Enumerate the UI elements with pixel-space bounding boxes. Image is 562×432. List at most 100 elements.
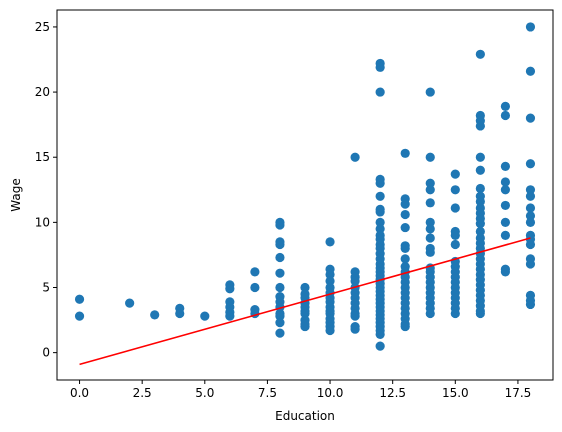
scatter-point xyxy=(275,220,285,230)
scatter-point xyxy=(175,308,185,319)
scatter-point xyxy=(300,321,310,332)
scatter-point xyxy=(300,308,310,319)
scatter-point xyxy=(275,252,285,263)
scatter-point xyxy=(475,308,485,319)
scatter-point xyxy=(400,243,410,254)
scatter-point xyxy=(225,284,235,294)
scatter-point xyxy=(275,268,285,278)
x-tick-label: 5.0 xyxy=(195,386,214,400)
scatter-point xyxy=(150,310,160,320)
y-tick-label: 15 xyxy=(35,150,50,164)
scatter-point xyxy=(375,224,385,234)
scatter-point xyxy=(375,62,385,72)
scatter-point xyxy=(500,161,511,171)
scatter-point xyxy=(250,267,260,277)
y-tick-label: 5 xyxy=(42,281,50,295)
scatter-point xyxy=(250,282,260,293)
scatter-point xyxy=(450,169,460,179)
scatter-point xyxy=(125,298,135,308)
scatter-point xyxy=(525,211,536,221)
x-tick-label: 2.5 xyxy=(133,386,152,400)
scatter-point xyxy=(350,311,360,321)
scatter-point xyxy=(525,259,536,269)
x-axis: 0.0 2.5 5.0 7.5 10.0 12.5 15.0 17.5 xyxy=(70,380,531,400)
scatter-point xyxy=(325,237,335,247)
scatter-point xyxy=(525,217,536,227)
scatter-point xyxy=(325,269,335,280)
y-tick-label: 25 xyxy=(35,20,50,34)
scatter-point xyxy=(475,152,485,162)
scatter-point xyxy=(425,178,435,188)
scatter-point xyxy=(375,191,385,201)
x-tick-label: 17.5 xyxy=(505,386,532,400)
x-tick-label: 0.0 xyxy=(70,386,89,400)
scatter-point xyxy=(450,230,460,240)
scatter-point xyxy=(425,217,435,227)
scatter-point xyxy=(375,329,385,340)
scatter-point xyxy=(275,311,285,321)
x-tick-label: 12.5 xyxy=(379,386,406,400)
scatter-point xyxy=(525,113,536,123)
scatter-point xyxy=(500,177,511,187)
plot-frame xyxy=(56,9,554,381)
scatter-point xyxy=(425,247,435,257)
scatter-point xyxy=(475,196,485,207)
scatter-point xyxy=(375,217,385,227)
scatter-point xyxy=(400,321,410,332)
scatter-point xyxy=(74,294,85,304)
scatter-point xyxy=(525,66,536,76)
scatter-point xyxy=(375,178,385,188)
scatter-point xyxy=(525,239,536,250)
scatter-point xyxy=(425,224,435,234)
scatter-point xyxy=(450,203,460,213)
scatter-point xyxy=(475,183,485,194)
scatter-point xyxy=(225,311,235,321)
scatter-point xyxy=(450,185,460,195)
scatter-point xyxy=(425,87,435,97)
scatter-point xyxy=(275,318,285,328)
scatter-point xyxy=(400,222,410,233)
y-tick-label: 20 xyxy=(35,85,50,99)
scatter-point xyxy=(300,282,310,293)
scatter-point xyxy=(500,101,511,112)
scatter-point xyxy=(475,121,485,131)
y-tick-label: 10 xyxy=(35,215,50,229)
scatter-point xyxy=(475,49,485,59)
scatter-point xyxy=(500,217,511,227)
scatter-point xyxy=(450,239,460,250)
scatter-point xyxy=(350,324,360,334)
y-tick-label: 0 xyxy=(42,346,50,360)
scatter-point xyxy=(350,152,360,162)
scatter-point xyxy=(525,159,536,169)
scatter-point xyxy=(275,239,285,250)
scatter-point xyxy=(425,185,435,195)
scatter-point xyxy=(500,110,511,121)
y-axis: 0 5 10 15 20 25 xyxy=(35,20,57,360)
scatter-point xyxy=(500,267,511,277)
scatter-point xyxy=(425,233,435,243)
scatter-point xyxy=(325,325,335,336)
fit-line xyxy=(79,237,531,366)
scatter-point xyxy=(400,199,410,209)
x-tick-label: 10.0 xyxy=(317,386,344,400)
scatter-point xyxy=(400,254,410,264)
scatter-point xyxy=(475,219,485,229)
x-tick-label: 15.0 xyxy=(442,386,469,400)
scatter-point xyxy=(400,209,410,220)
scatter-point xyxy=(475,165,485,175)
scatter-point xyxy=(275,328,285,338)
scatter-point xyxy=(450,308,460,319)
scatter-point xyxy=(425,308,435,319)
scatter-point xyxy=(525,22,536,32)
scatter-point xyxy=(200,311,210,321)
regression-line xyxy=(79,237,531,366)
scatter-point xyxy=(350,276,360,286)
scatter-point xyxy=(375,207,385,217)
scatter-point xyxy=(425,198,435,208)
scatter-point xyxy=(275,282,285,293)
scatter-point xyxy=(375,341,385,351)
scatter-point xyxy=(375,87,385,97)
y-axis-label: Wage xyxy=(9,178,23,211)
scatter-point xyxy=(500,230,511,240)
